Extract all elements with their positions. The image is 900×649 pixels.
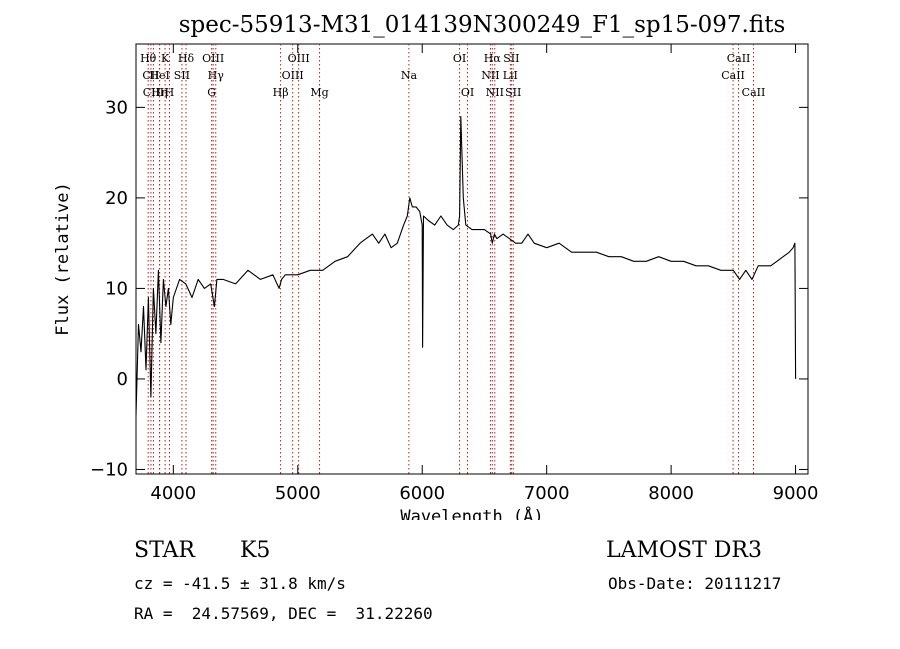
line-label-7: SII [174, 69, 190, 82]
line-label-5: K [161, 52, 170, 65]
line-label-10: G [207, 86, 216, 99]
line-label-27: CaII [742, 86, 766, 99]
x-tick-label-2: 6000 [399, 483, 445, 504]
line-label-11: Hγ [208, 69, 225, 82]
spectrum-chart: spec-55913-M31_014139N300249_F1_sp15-097… [53, 12, 819, 520]
line-label-13: OIII [282, 69, 304, 82]
y-tick-label-1: 0 [117, 369, 128, 390]
line-label-15: Mg [310, 86, 328, 99]
y-axis-label: Flux (relative) [53, 182, 73, 336]
line-label-16: Na [401, 69, 418, 82]
line-label-26: CaII [727, 52, 751, 65]
coordinates-label: RA = 24.57569, DEC = 31.22260 [134, 604, 433, 623]
redshift-label: cz = -41.5 ± 31.8 km/s [134, 574, 346, 593]
plot-frame [135, 43, 809, 475]
x-tick-label-5: 9000 [773, 483, 819, 504]
line-label-24: SII [505, 86, 521, 99]
spectrum-line [135, 115, 797, 416]
obs-date-label: Obs-Date: 20111217 [608, 574, 782, 593]
subclass-label: K5 [240, 538, 271, 563]
line-label-8: Hδ [178, 52, 195, 65]
survey-label: LAMOST DR3 [606, 538, 762, 563]
line-label-6: H [165, 86, 175, 99]
line-label-25: CaII [721, 69, 745, 82]
line-label-3: Hη [151, 86, 167, 99]
object-class-label: STAR [134, 538, 195, 563]
line-label-4: HeI [149, 69, 169, 82]
y-tick-label-0: −10 [90, 459, 128, 480]
x-tick-label-3: 7000 [524, 483, 570, 504]
x-axis-label: Wavelength (Å) [400, 505, 543, 520]
y-tick-label-3: 20 [105, 188, 128, 209]
line-label-2: CIII [143, 86, 164, 99]
x-tick-label-1: 5000 [275, 483, 321, 504]
x-tick-label-4: 8000 [648, 483, 694, 504]
line-label-18: OI [461, 86, 474, 99]
line-label-1: CII [142, 69, 159, 82]
chart-title: spec-55913-M31_014139N300249_F1_sp15-097… [179, 12, 786, 38]
x-tick-label-0: 4000 [150, 483, 196, 504]
line-label-12: Hβ [273, 86, 289, 99]
line-label-19: NII [481, 69, 499, 82]
y-tick-label-2: 10 [105, 278, 128, 299]
y-tick-label-4: 30 [105, 97, 128, 118]
line-label-20: Hα [484, 52, 502, 65]
line-label-14: OIII [288, 52, 310, 65]
line-label-9: OIII [202, 52, 224, 65]
line-label-22: LiI [503, 69, 518, 82]
line-label-23: SII [503, 52, 519, 65]
line-label-17: OI [453, 52, 466, 65]
line-label-0: Hθ [140, 52, 157, 65]
line-label-21: NII [486, 86, 504, 99]
